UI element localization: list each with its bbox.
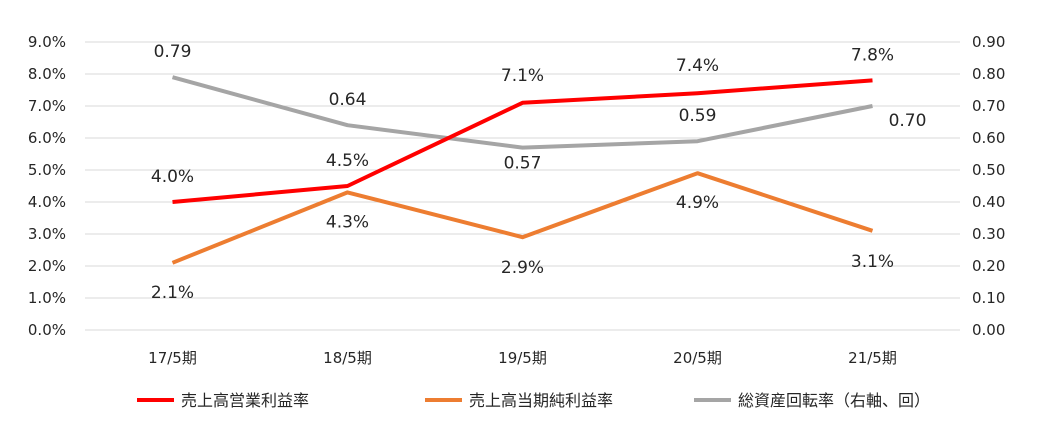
left-tick-label: 6.0% xyxy=(28,129,66,147)
series-line xyxy=(172,78,873,204)
data-label: 0.79 xyxy=(154,42,192,62)
left-axis-ticks: 0.0% 1.0% 2.0% 3.0% 4.0% 5.0% 6.0% 7.0% 8.0% 9.0% xyxy=(28,33,66,339)
category-label: 19/5期 xyxy=(498,349,547,367)
category-label: 20/5期 xyxy=(673,349,722,367)
data-label: 0.59 xyxy=(679,106,717,126)
legend: 売上高営業利益率 売上高当期純利益率 総資産回転率（右軸、回） xyxy=(137,391,930,410)
left-tick-label: 3.0% xyxy=(28,225,66,243)
data-label: 7.8% xyxy=(851,45,894,65)
data-labels: 4.0% 4.5% 7.1% 7.4% 7.8% 2.1% 4.3% 2.9% 4.9% 3.1%… xyxy=(151,42,927,303)
data-label: 2.9% xyxy=(501,258,544,278)
left-tick-label: 2.0% xyxy=(28,257,66,275)
series-lines xyxy=(171,75,874,265)
right-tick-label: 0.80 xyxy=(972,65,1005,83)
right-tick-label: 0.40 xyxy=(972,193,1005,211)
legend-label: 総資産回転率（右軸、回） xyxy=(738,391,930,410)
series-line xyxy=(171,171,874,265)
category-label: 18/5期 xyxy=(323,349,372,367)
right-tick-label: 0.90 xyxy=(972,33,1005,51)
left-tick-label: 5.0% xyxy=(28,161,66,179)
series-line xyxy=(171,75,873,150)
right-tick-label: 0.50 xyxy=(972,161,1005,179)
left-tick-label: 9.0% xyxy=(28,33,66,51)
data-label: 0.64 xyxy=(329,90,367,110)
legend-label: 売上高当期純利益率 xyxy=(469,391,613,410)
data-label: 7.1% xyxy=(501,66,544,86)
data-label: 2.1% xyxy=(151,283,194,303)
data-label: 0.57 xyxy=(504,154,542,174)
legend-label: 売上高営業利益率 xyxy=(181,391,309,410)
right-tick-label: 0.70 xyxy=(972,97,1005,115)
left-tick-label: 8.0% xyxy=(28,65,66,83)
right-tick-label: 0.20 xyxy=(972,257,1005,275)
left-tick-label: 7.0% xyxy=(28,97,66,115)
gridlines xyxy=(85,41,960,331)
right-tick-label: 0.10 xyxy=(972,289,1005,307)
data-label: 4.3% xyxy=(326,212,369,232)
left-tick-label: 1.0% xyxy=(28,289,66,307)
data-label: 3.1% xyxy=(851,252,894,272)
data-label: 7.4% xyxy=(676,56,719,76)
data-label: 4.9% xyxy=(676,193,719,213)
category-axis: 17/5期 18/5期 19/5期 20/5期 21/5期 xyxy=(148,349,897,367)
category-label: 17/5期 xyxy=(148,349,197,367)
right-tick-label: 0.60 xyxy=(972,129,1005,147)
right-axis-ticks: 0.00 0.10 0.20 0.30 0.40 0.50 0.60 0.70 0.80 0.90 xyxy=(972,33,1005,339)
data-label: 0.70 xyxy=(889,111,927,131)
left-tick-label: 4.0% xyxy=(28,193,66,211)
right-tick-label: 0.30 xyxy=(972,225,1005,243)
data-label: 4.0% xyxy=(151,167,194,187)
left-tick-label: 0.0% xyxy=(28,321,66,339)
right-tick-label: 0.00 xyxy=(972,321,1005,339)
data-label: 4.5% xyxy=(326,151,369,171)
category-label: 21/5期 xyxy=(848,349,897,367)
